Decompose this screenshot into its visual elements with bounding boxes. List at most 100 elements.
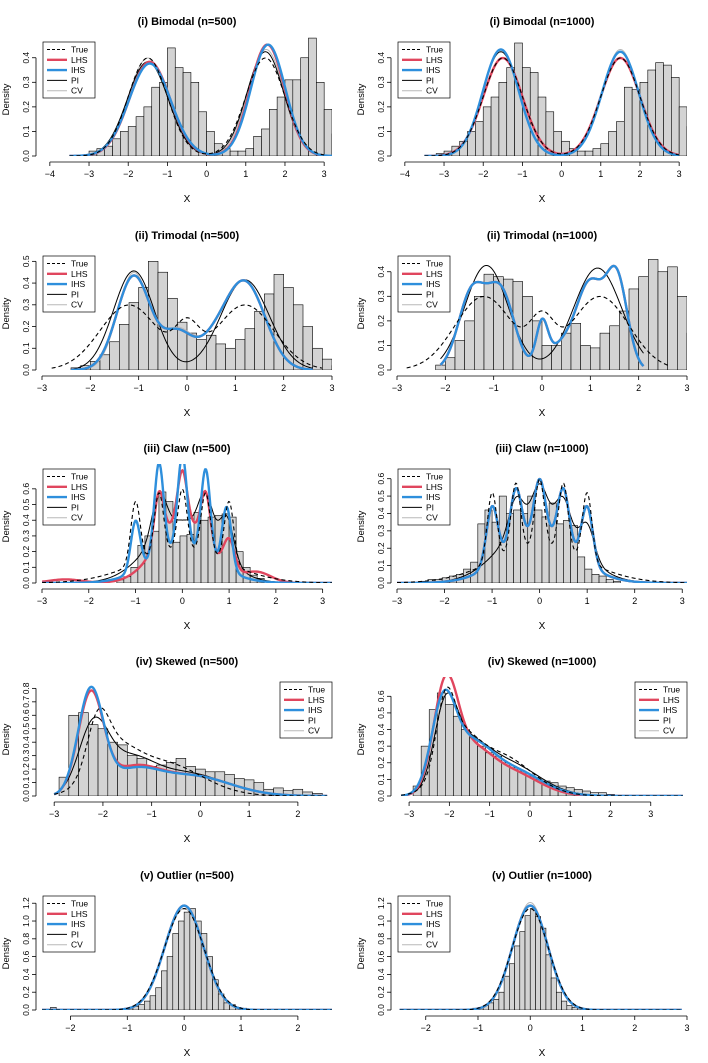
y-tick-label: 0.5 (376, 490, 386, 502)
histogram-bar (509, 767, 519, 796)
histogram-bar (686, 126, 687, 156)
legend-label: CV (71, 86, 83, 96)
y-tick-label: 0.0 (21, 790, 31, 802)
legend-label: CV (71, 940, 83, 950)
legend-label: CV (426, 940, 438, 950)
histogram-bar (631, 89, 641, 156)
y-axis: 0.0 0.1 0.2 0.3 0.4 0.5 0.6 Density (356, 473, 392, 589)
x-tick-label: −2 (440, 383, 450, 393)
panel-5: (iii) Claw (n=500)−3 −2 −1 0 1 2 3X0.00.10.20.… (1, 443, 332, 632)
x-axis: −3 −2 −1 0 1 2 3 X (37, 375, 335, 419)
histogram-bar (600, 143, 609, 156)
panel-8: (iv) Skewed (n=1000) −3 −2 −1 0 1 2 3 X 0.0 0.1 0.2… (356, 656, 688, 845)
histogram-bar (107, 741, 118, 796)
histogram-bar (225, 347, 236, 370)
density-curves (399, 901, 683, 1010)
x-axis: −2 −1 0 1 2 X (65, 1015, 300, 1059)
x-tick-label: 2 (273, 596, 278, 606)
x-tick-label: 0 (559, 169, 564, 179)
histogram-bar (541, 516, 550, 583)
histogram-bar (591, 574, 600, 583)
legend-label: PI (308, 715, 316, 725)
x-tick-label: 3 (677, 169, 682, 179)
y-tick-label: 0.3 (376, 525, 386, 537)
x-axis: −3 −2 −1 0 1 2 3 X (392, 588, 685, 632)
legend-label: True (426, 899, 443, 909)
histogram-bar (464, 320, 475, 370)
x-tick-label: −3 (84, 169, 94, 179)
x-tick-label: −1 (162, 169, 172, 179)
chart-title: (iii) Claw (n=1000) (495, 443, 589, 455)
curve-ihs (400, 688, 684, 796)
x-tick-label: −1 (517, 169, 527, 179)
histogram-bar (584, 568, 593, 583)
panel-7: (iv) Skewed (n=500)−3 −2 −1 0 1 2X0.00.10.20.… (1, 656, 333, 845)
x-tick-label: 3 (680, 596, 685, 606)
y-axis: 0.0 0.1 0.2 0.3 0.4 0.5 0.6 Density (356, 690, 392, 802)
histogram (435, 42, 703, 156)
legend-label: IHS (663, 705, 678, 715)
y-tick-label: 0.2 (376, 101, 386, 113)
y-tick-label: 0.0 (376, 577, 386, 589)
chart-title: (iii) Claw (n=500) (143, 443, 230, 455)
x-tick-label: −3 (392, 596, 402, 606)
x-tick-label: 1 (585, 596, 590, 606)
x-axis: −4 −3 −2 −1 0 1 2 3 X (400, 161, 682, 205)
x-axis: −3 −2 −1 0 1 2 3 X (404, 801, 653, 845)
histogram-bar (592, 148, 602, 156)
legend-label: PI (426, 75, 434, 85)
chart-title: (ii) Trimodal (n=1000) (487, 230, 598, 242)
y-tick-label: 0.5 (376, 707, 386, 719)
legend-label: PI (426, 929, 434, 939)
histogram-bar (566, 1005, 573, 1010)
y-tick-label: 0.8 (376, 933, 386, 945)
y-tick-label: 0.1 (376, 125, 386, 137)
histogram-bar (461, 729, 470, 796)
curve-true (406, 295, 668, 369)
y-tick-label: 0.4 (21, 277, 31, 289)
y-axis-label: Density (1, 937, 12, 969)
histogram-bar (331, 365, 332, 370)
legend-label: True (71, 45, 88, 55)
legend-label: IHS (426, 65, 441, 75)
x-axis-label: X (184, 834, 191, 845)
legend-label: True (308, 685, 325, 695)
y-axis: 0.0 0.1 0.2 0.3 0.4 0.5 Density (1, 255, 37, 376)
x-tick-label: 3 (684, 383, 689, 393)
legend-label: LHS (426, 269, 443, 279)
histogram-bar (695, 136, 703, 156)
histogram (50, 908, 253, 1010)
histogram-bar (276, 96, 286, 156)
histogram-bar (175, 758, 187, 796)
histogram-bar (667, 266, 678, 370)
y-axis-label: Density (356, 83, 367, 115)
histogram-bar (264, 293, 275, 370)
y-axis: 0.0 0.1 0.2 0.3 0.4 Density (1, 52, 37, 162)
histogram-bar (534, 509, 543, 583)
y-tick-label: 0.2 (21, 320, 31, 332)
x-tick-label: −2 (84, 596, 94, 606)
y-tick-label: 0.2 (376, 757, 386, 769)
x-tick-label: 1 (227, 596, 232, 606)
y-tick-label: 0.1 (21, 125, 31, 137)
x-tick-label: 2 (295, 1023, 300, 1033)
x-tick-label: 0 (184, 383, 189, 393)
y-tick-label: 0.8 (21, 933, 31, 945)
legend-label: IHS (71, 65, 86, 75)
y-tick-label: 0.0 (21, 577, 31, 589)
x-tick-label: 2 (281, 383, 286, 393)
chart-title: (iv) Skewed (n=500) (136, 656, 239, 668)
panel-1: (i) Bimodal (n=500)−4 −3 −2 −1 0 1 2 3X0.00.10.… (1, 16, 332, 205)
y-tick-label: 0.1 (376, 339, 386, 351)
x-tick-label: −2 (444, 809, 454, 819)
histogram-bar (261, 128, 270, 156)
legend-box (397, 895, 451, 953)
y-axis-label: Density (356, 937, 367, 969)
density-curves (42, 464, 332, 583)
y-tick-label: 0.4 (21, 52, 31, 64)
legend-label: LHS (663, 695, 680, 705)
density-curves (397, 477, 687, 583)
legend-label: IHS (71, 492, 86, 502)
y-tick-label: 0.4 (376, 266, 386, 278)
